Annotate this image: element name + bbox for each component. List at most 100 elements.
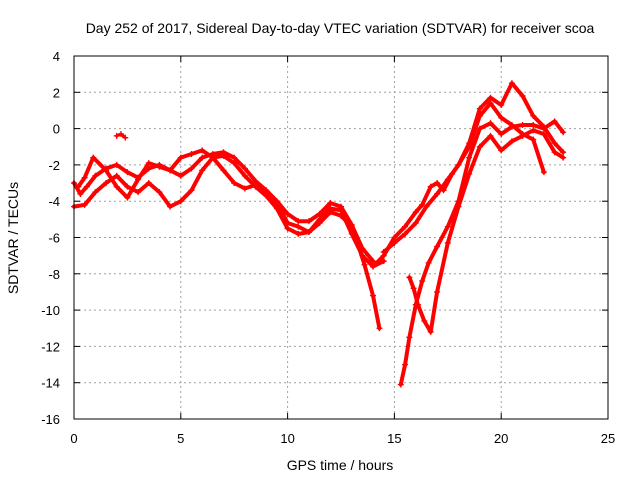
data-point-marker [188, 165, 195, 172]
series-track-8 [370, 100, 547, 270]
data-point-marker [177, 172, 184, 179]
data-point-marker [241, 185, 248, 192]
y-tick-label: 4 [53, 49, 60, 64]
data-point-marker [81, 201, 88, 208]
data-point-marker [199, 147, 206, 154]
plot-frame [73, 55, 609, 420]
data-point-marker [519, 121, 526, 128]
y-tick-label: 2 [53, 85, 60, 100]
data-point-marker [231, 160, 238, 167]
data-point-marker [117, 131, 124, 138]
data-point-marker [434, 190, 441, 197]
x-tick-label: 15 [387, 431, 401, 446]
data-point-marker [476, 143, 483, 150]
data-point-marker [487, 120, 494, 127]
data-point-marker [519, 92, 526, 99]
data-point-marker [295, 223, 302, 230]
data-point-marker [370, 258, 377, 265]
data-point-marker [90, 154, 97, 161]
data-point-marker [487, 100, 494, 107]
data-point-marker [434, 180, 441, 187]
data-point-marker [145, 180, 152, 187]
grid [74, 56, 608, 419]
data-point-marker [77, 190, 84, 197]
y-tick-label: 0 [53, 122, 60, 137]
data-point-marker [476, 125, 483, 132]
y-tick-label: -6 [48, 231, 60, 246]
data-point-marker [284, 225, 291, 232]
data-point-marker [199, 167, 206, 174]
data-point-marker [113, 172, 120, 179]
data-point-marker [498, 147, 505, 154]
data-point-marker [380, 252, 387, 259]
axis-ticks: 0 5 10 15 20 25 -16 -14 -12 -10 -8 -6 -4 -2 0 2 4 [41, 49, 615, 446]
data-point-marker [220, 152, 227, 159]
data-point-marker [410, 285, 417, 292]
data-point-marker [487, 132, 494, 139]
data-point-marker [145, 160, 152, 167]
data-point-marker [348, 230, 355, 237]
data-point-marker [92, 172, 99, 179]
data-point-marker [75, 183, 82, 190]
data-point-marker [560, 154, 567, 161]
data-point-marker [284, 210, 291, 217]
data-point-marker [530, 112, 537, 119]
y-tick-label: -10 [41, 303, 60, 318]
data-point-marker [156, 189, 163, 196]
data-point-marker [92, 189, 99, 196]
data-point-marker [156, 163, 163, 170]
data-point-marker [209, 154, 216, 161]
data-point-marker [540, 169, 547, 176]
data-point-marker [414, 301, 421, 308]
data-point-marker [508, 80, 515, 87]
data-point-marker [466, 143, 473, 150]
y-tick-label: -4 [48, 194, 60, 209]
data-point-marker [361, 261, 368, 268]
data-point-marker [305, 218, 312, 225]
y-tick-label: -2 [48, 158, 60, 173]
data-point-marker [530, 136, 537, 143]
data-point-marker [455, 161, 462, 168]
data-point-marker [305, 229, 312, 236]
data-point-marker [231, 180, 238, 187]
x-tick-label: 25 [601, 431, 615, 446]
data-point-marker [412, 219, 419, 226]
data-point-marker [241, 165, 248, 172]
data-point-marker [508, 138, 515, 145]
data-point-marker [455, 203, 462, 210]
data-point-marker [284, 219, 291, 226]
data-point-marker [295, 230, 302, 237]
data-point-marker [434, 288, 441, 295]
x-tick-label: 5 [177, 431, 184, 446]
data-point-marker [560, 149, 567, 156]
data-point-marker [188, 187, 195, 194]
series-track-4 [113, 131, 129, 141]
data-point-marker [380, 258, 387, 265]
data-point-marker [519, 131, 526, 138]
y-tick-label: -14 [41, 376, 60, 391]
data-point-marker [370, 292, 377, 299]
data-point-marker [167, 167, 174, 174]
y-tick-label: -8 [48, 267, 60, 282]
data-point-marker [434, 243, 441, 250]
data-point-marker [135, 176, 142, 183]
data-point-marker [241, 172, 248, 179]
data-point-marker [124, 194, 131, 201]
data-point-marker [124, 183, 131, 190]
data-point-marker [397, 381, 404, 388]
data-point-marker [167, 203, 174, 210]
data-point-marker [177, 154, 184, 161]
data-point-marker [177, 198, 184, 205]
y-tick-label: -16 [41, 412, 60, 427]
data-point-marker [327, 205, 334, 212]
data-point-marker [498, 114, 505, 121]
data-point-marker [466, 170, 473, 177]
data-point-marker [370, 263, 377, 270]
data-point-marker [402, 223, 409, 230]
data-point-marker [530, 127, 537, 134]
data-point-marker [113, 132, 120, 139]
data-point-marker [427, 183, 434, 190]
data-point-marker [359, 252, 366, 259]
data-point-marker [338, 207, 344, 214]
